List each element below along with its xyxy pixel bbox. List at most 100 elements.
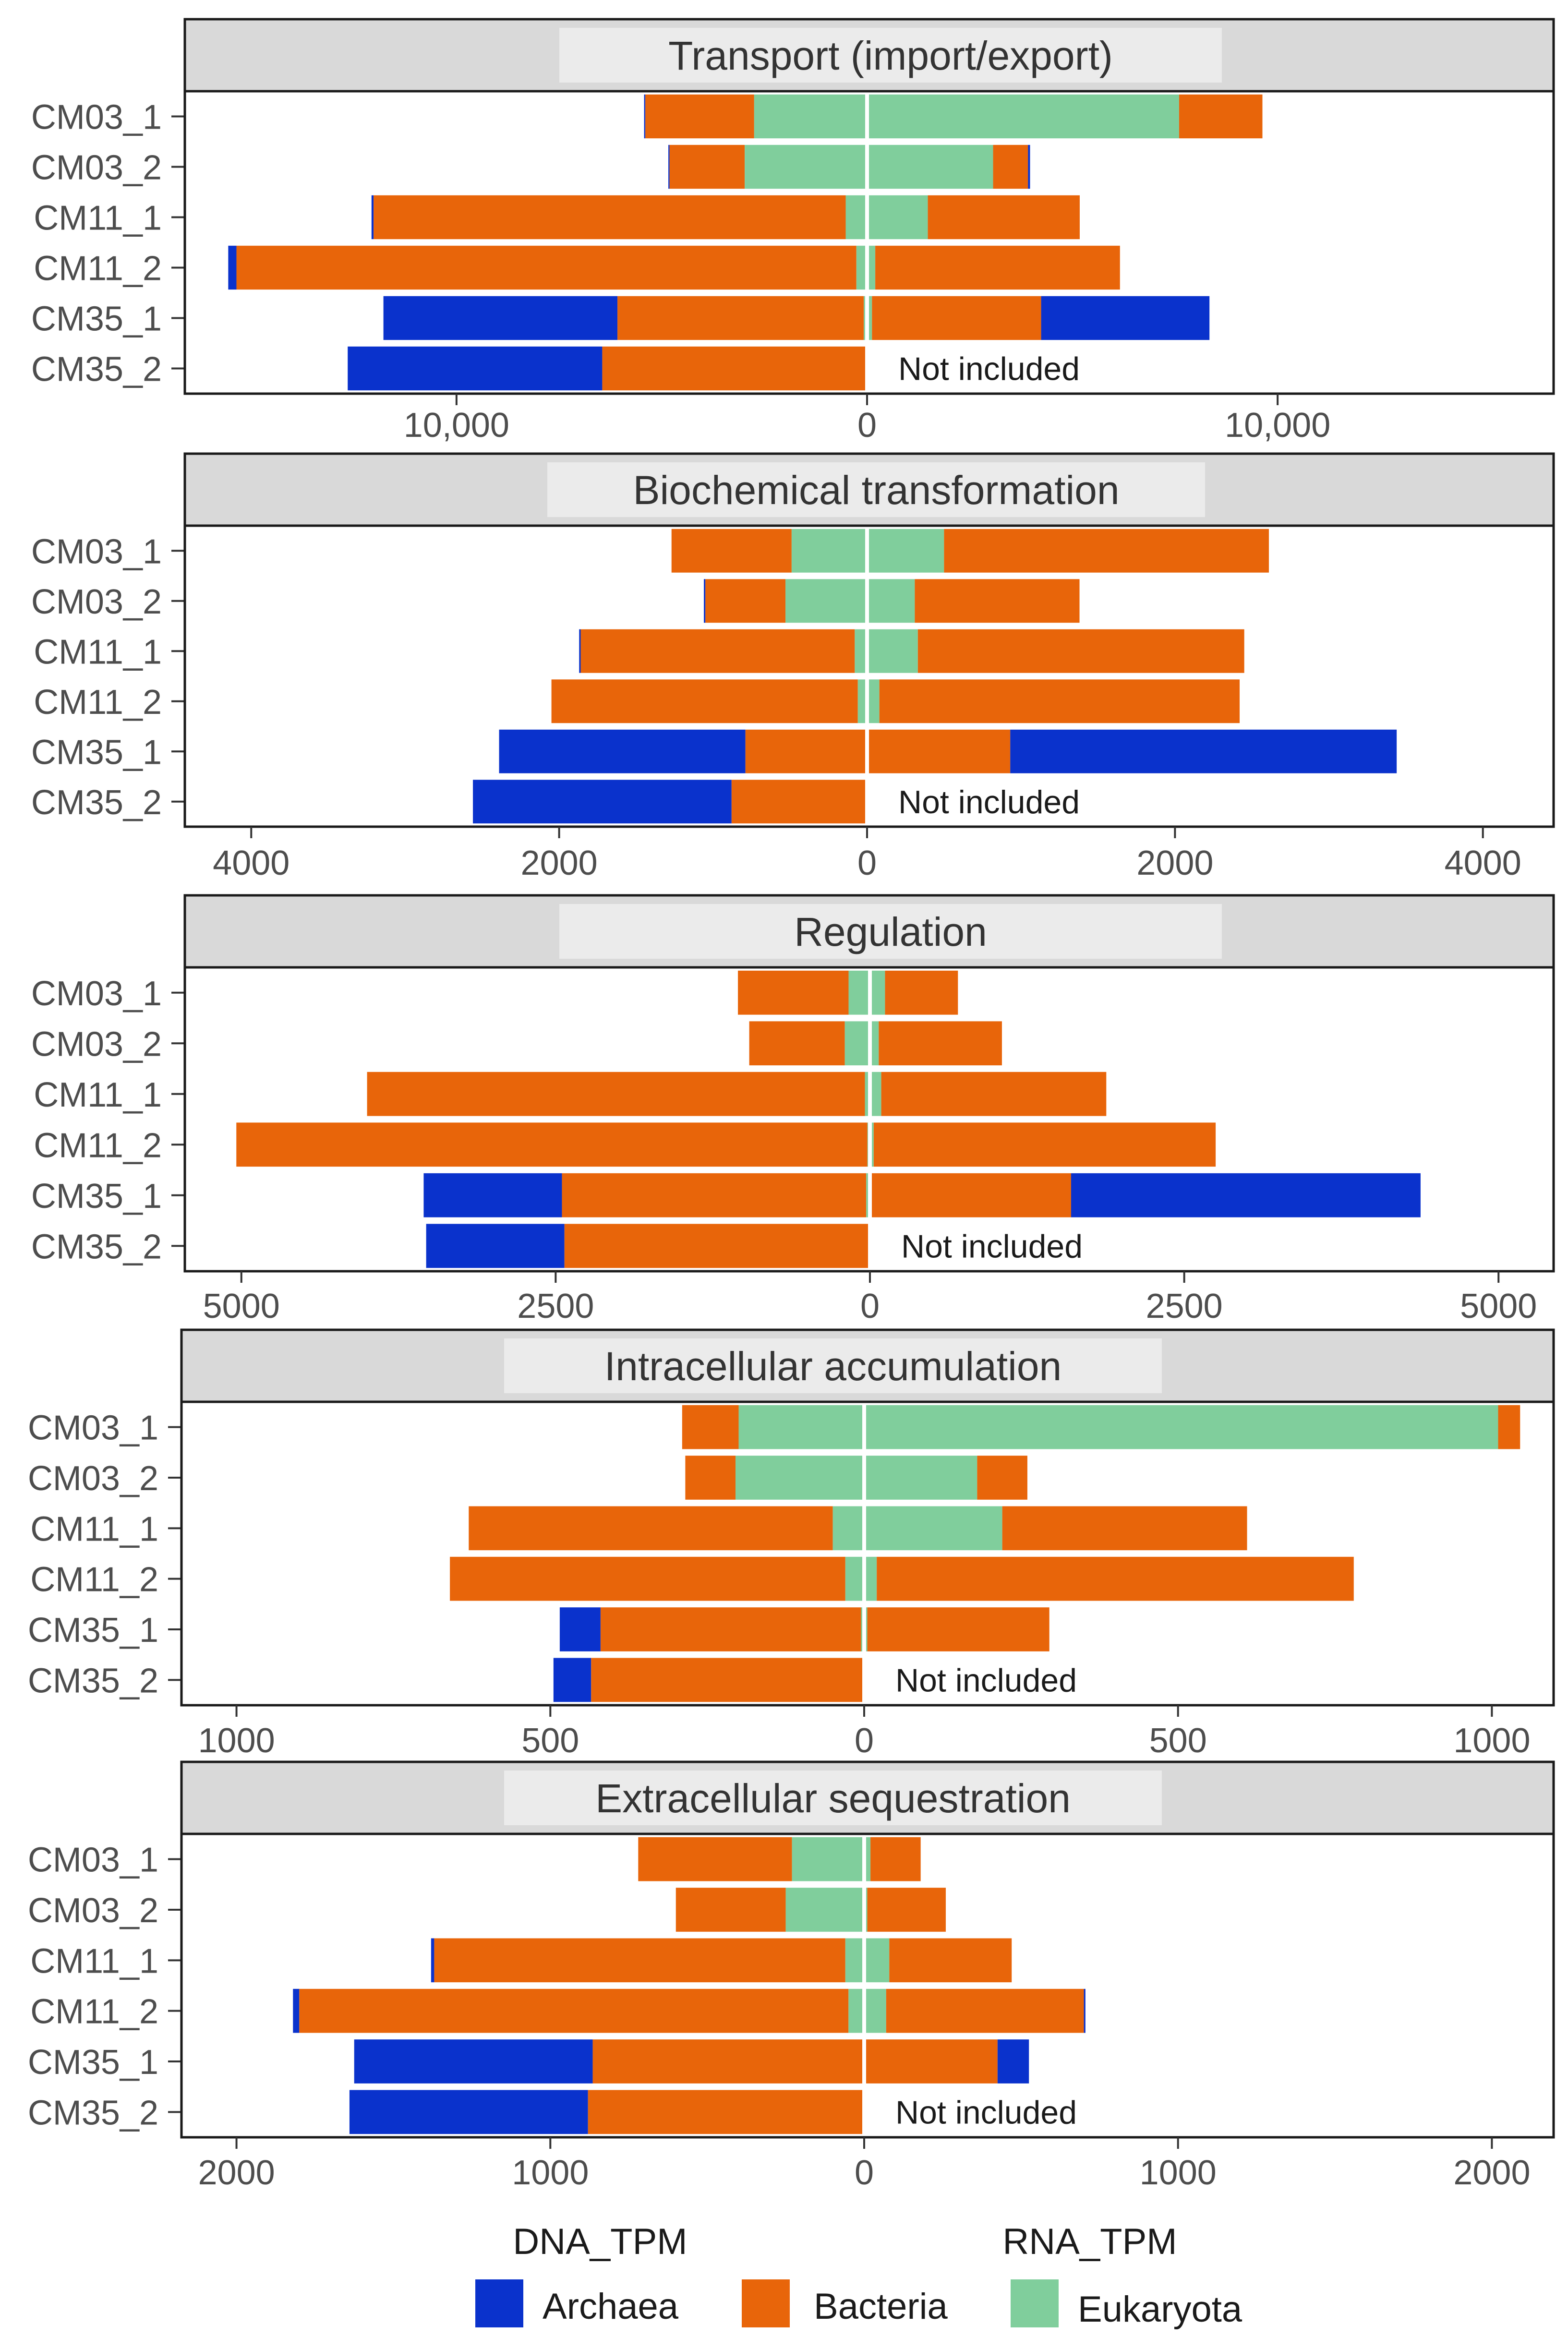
- bar-rna-archaea-cm35-1: [1041, 296, 1210, 340]
- category-label: CM11_1: [34, 1076, 162, 1114]
- bar-dna-eukaryota-cm03-2: [785, 579, 867, 623]
- bar-dna-eukaryota-cm11-2: [856, 245, 867, 290]
- bar-rna-eukaryota-cm11-2: [867, 245, 876, 290]
- category-label: CM35_2: [28, 2094, 158, 2132]
- bar-rna-bacteria-cm03-1: [870, 1837, 921, 1881]
- category-label: CM03_1: [31, 532, 162, 571]
- bar-dna-bacteria-cm03-2: [749, 1021, 845, 1066]
- x-tick-label: 0: [855, 2154, 874, 2192]
- bar-rna-eukaryota-cm11-1: [867, 195, 928, 240]
- facet-title: Extracellular sequestration: [595, 1776, 1071, 1821]
- plot-area: [181, 1402, 1554, 1705]
- bar-dna-archaea-cm03-2: [704, 579, 706, 623]
- bar-dna-bacteria-cm03-1: [638, 1837, 792, 1881]
- x-tick-label: 2000: [198, 2154, 275, 2192]
- not-included-label: Not included: [901, 1228, 1083, 1265]
- bar-rna-bacteria-cm11-1: [917, 629, 1244, 673]
- legend-rna-title: RNA_TPM: [1002, 2221, 1177, 2262]
- category-label: CM11_1: [30, 1510, 158, 1548]
- bar-rna-bacteria-cm11-2: [879, 679, 1240, 723]
- bar-dna-bacteria-cm03-2: [675, 1888, 786, 1932]
- bar-rna-bacteria-cm03-1: [1498, 1405, 1520, 1449]
- bar-rna-bacteria-cm03-2: [993, 145, 1028, 189]
- category-label: CM35_1: [28, 2043, 158, 2082]
- legend-label-eukaryota: Eukaryota: [1078, 2289, 1242, 2330]
- category-label: CM35_2: [28, 1662, 158, 1700]
- facet-strip-label-bg: [559, 28, 1222, 83]
- bar-dna-archaea-cm11-2: [293, 1988, 300, 2033]
- plot-frame: [183, 90, 1555, 395]
- plot-frame: [183, 524, 1555, 828]
- bar-rna-eukaryota-cm11-1: [864, 1506, 1002, 1551]
- bar-rna-eukaryota-cm11-1: [864, 1938, 890, 1983]
- panel-extracellular-sequestration: Extracellular sequestration CM03_1 CM03_2 C…: [28, 1760, 1555, 2192]
- category-label: CM03_1: [31, 98, 162, 137]
- legend-swatch-archaea: [475, 2279, 523, 2327]
- bar-dna-eukaryota-cm03-1: [754, 94, 867, 139]
- bar-rna-bacteria-cm03-2: [879, 1021, 1002, 1066]
- category-label: CM03_1: [28, 1409, 158, 1447]
- bar-dna-bacteria-cm35-1: [592, 2039, 863, 2084]
- x-tick-label: 1000: [1453, 1722, 1530, 1760]
- bar-dna-archaea-cm35-1: [499, 729, 746, 773]
- bar-rna-bacteria-cm11-1: [1002, 1506, 1247, 1551]
- bar-dna-bacteria-cm11-1: [374, 195, 846, 240]
- category-label: CM03_1: [31, 975, 162, 1013]
- bar-dna-eukaryota-cm03-1: [848, 970, 870, 1015]
- plot-frame: [180, 1832, 1555, 2139]
- x-tick-label: 1000: [512, 2154, 589, 2192]
- category-label: CM35_1: [31, 733, 162, 771]
- facet-strip-label-bg: [547, 462, 1205, 517]
- bar-dna-bacteria-cm11-2: [236, 245, 856, 290]
- category-label: CM35_1: [28, 1611, 158, 1650]
- bar-rna-archaea-cm35-1: [1071, 1173, 1421, 1217]
- bar-dna-bacteria-cm11-1: [367, 1072, 865, 1116]
- bar-rna-bacteria-cm35-1: [872, 296, 1041, 340]
- bar-dna-archaea-cm35-2: [348, 346, 603, 391]
- bar-rna-archaea-cm03-2: [1028, 145, 1030, 189]
- bar-dna-eukaryota-cm11-1: [855, 629, 867, 673]
- x-tick-label: 2000: [1136, 844, 1213, 882]
- category-label: CM35_2: [31, 350, 162, 389]
- category-label: CM11_2: [30, 1993, 158, 2031]
- bar-rna-bacteria-cm35-1: [866, 2039, 998, 2084]
- bar-dna-archaea-cm11-1: [371, 195, 374, 240]
- bar-rna-eukaryota-cm03-1: [867, 94, 1179, 139]
- bar-rna-eukaryota-cm03-2: [867, 579, 915, 623]
- bar-rna-eukaryota-cm03-2: [864, 1456, 977, 1500]
- x-tick-label: 2500: [517, 1287, 594, 1325]
- bar-dna-archaea-cm35-1: [354, 2039, 593, 2084]
- legend-swatch-eukaryota: [1011, 2279, 1059, 2327]
- bar-dna-bacteria-cm11-1: [580, 629, 855, 673]
- x-tick-label: 1000: [1140, 2154, 1217, 2192]
- facet-strip-label-bg: [559, 904, 1222, 959]
- bar-rna-eukaryota-cm03-1: [870, 970, 885, 1015]
- bar-rna-bacteria-cm11-2: [873, 1122, 1216, 1167]
- bar-dna-bacteria-cm35-1: [617, 296, 864, 340]
- bar-dna-bacteria-cm35-1: [600, 1607, 861, 1651]
- x-tick-label: 10,000: [1225, 406, 1330, 445]
- category-label: CM03_2: [31, 149, 162, 187]
- plot-area: [185, 91, 1554, 394]
- x-tick-label: 4000: [1445, 844, 1521, 882]
- bar-dna-bacteria-cm03-1: [738, 970, 849, 1015]
- bar-rna-eukaryota-cm11-1: [867, 629, 918, 673]
- bar-rna-bacteria-cm03-2: [977, 1456, 1027, 1500]
- bar-dna-archaea-cm35-2: [426, 1224, 565, 1268]
- bar-dna-archaea-cm11-1: [579, 629, 581, 673]
- x-tick-label: 2000: [1453, 2154, 1530, 2192]
- bar-dna-archaea-cm35-1: [423, 1173, 562, 1217]
- bar-dna-archaea-cm03-1: [644, 94, 646, 139]
- category-label: CM11_1: [34, 199, 162, 238]
- bar-rna-bacteria-cm11-1: [889, 1938, 1012, 1983]
- x-tick-label: 500: [1149, 1722, 1207, 1760]
- facet-title: Biochemical transformation: [633, 468, 1119, 513]
- category-label: CM03_2: [31, 583, 162, 621]
- facet-strip-label-bg: [504, 1771, 1162, 1825]
- bar-dna-bacteria-cm35-1: [562, 1173, 867, 1217]
- bar-rna-bacteria-cm03-1: [885, 970, 958, 1015]
- category-label: CM11_2: [30, 1561, 158, 1599]
- bar-dna-eukaryota-cm11-1: [865, 1072, 870, 1116]
- bar-dna-bacteria-cm03-1: [671, 529, 792, 573]
